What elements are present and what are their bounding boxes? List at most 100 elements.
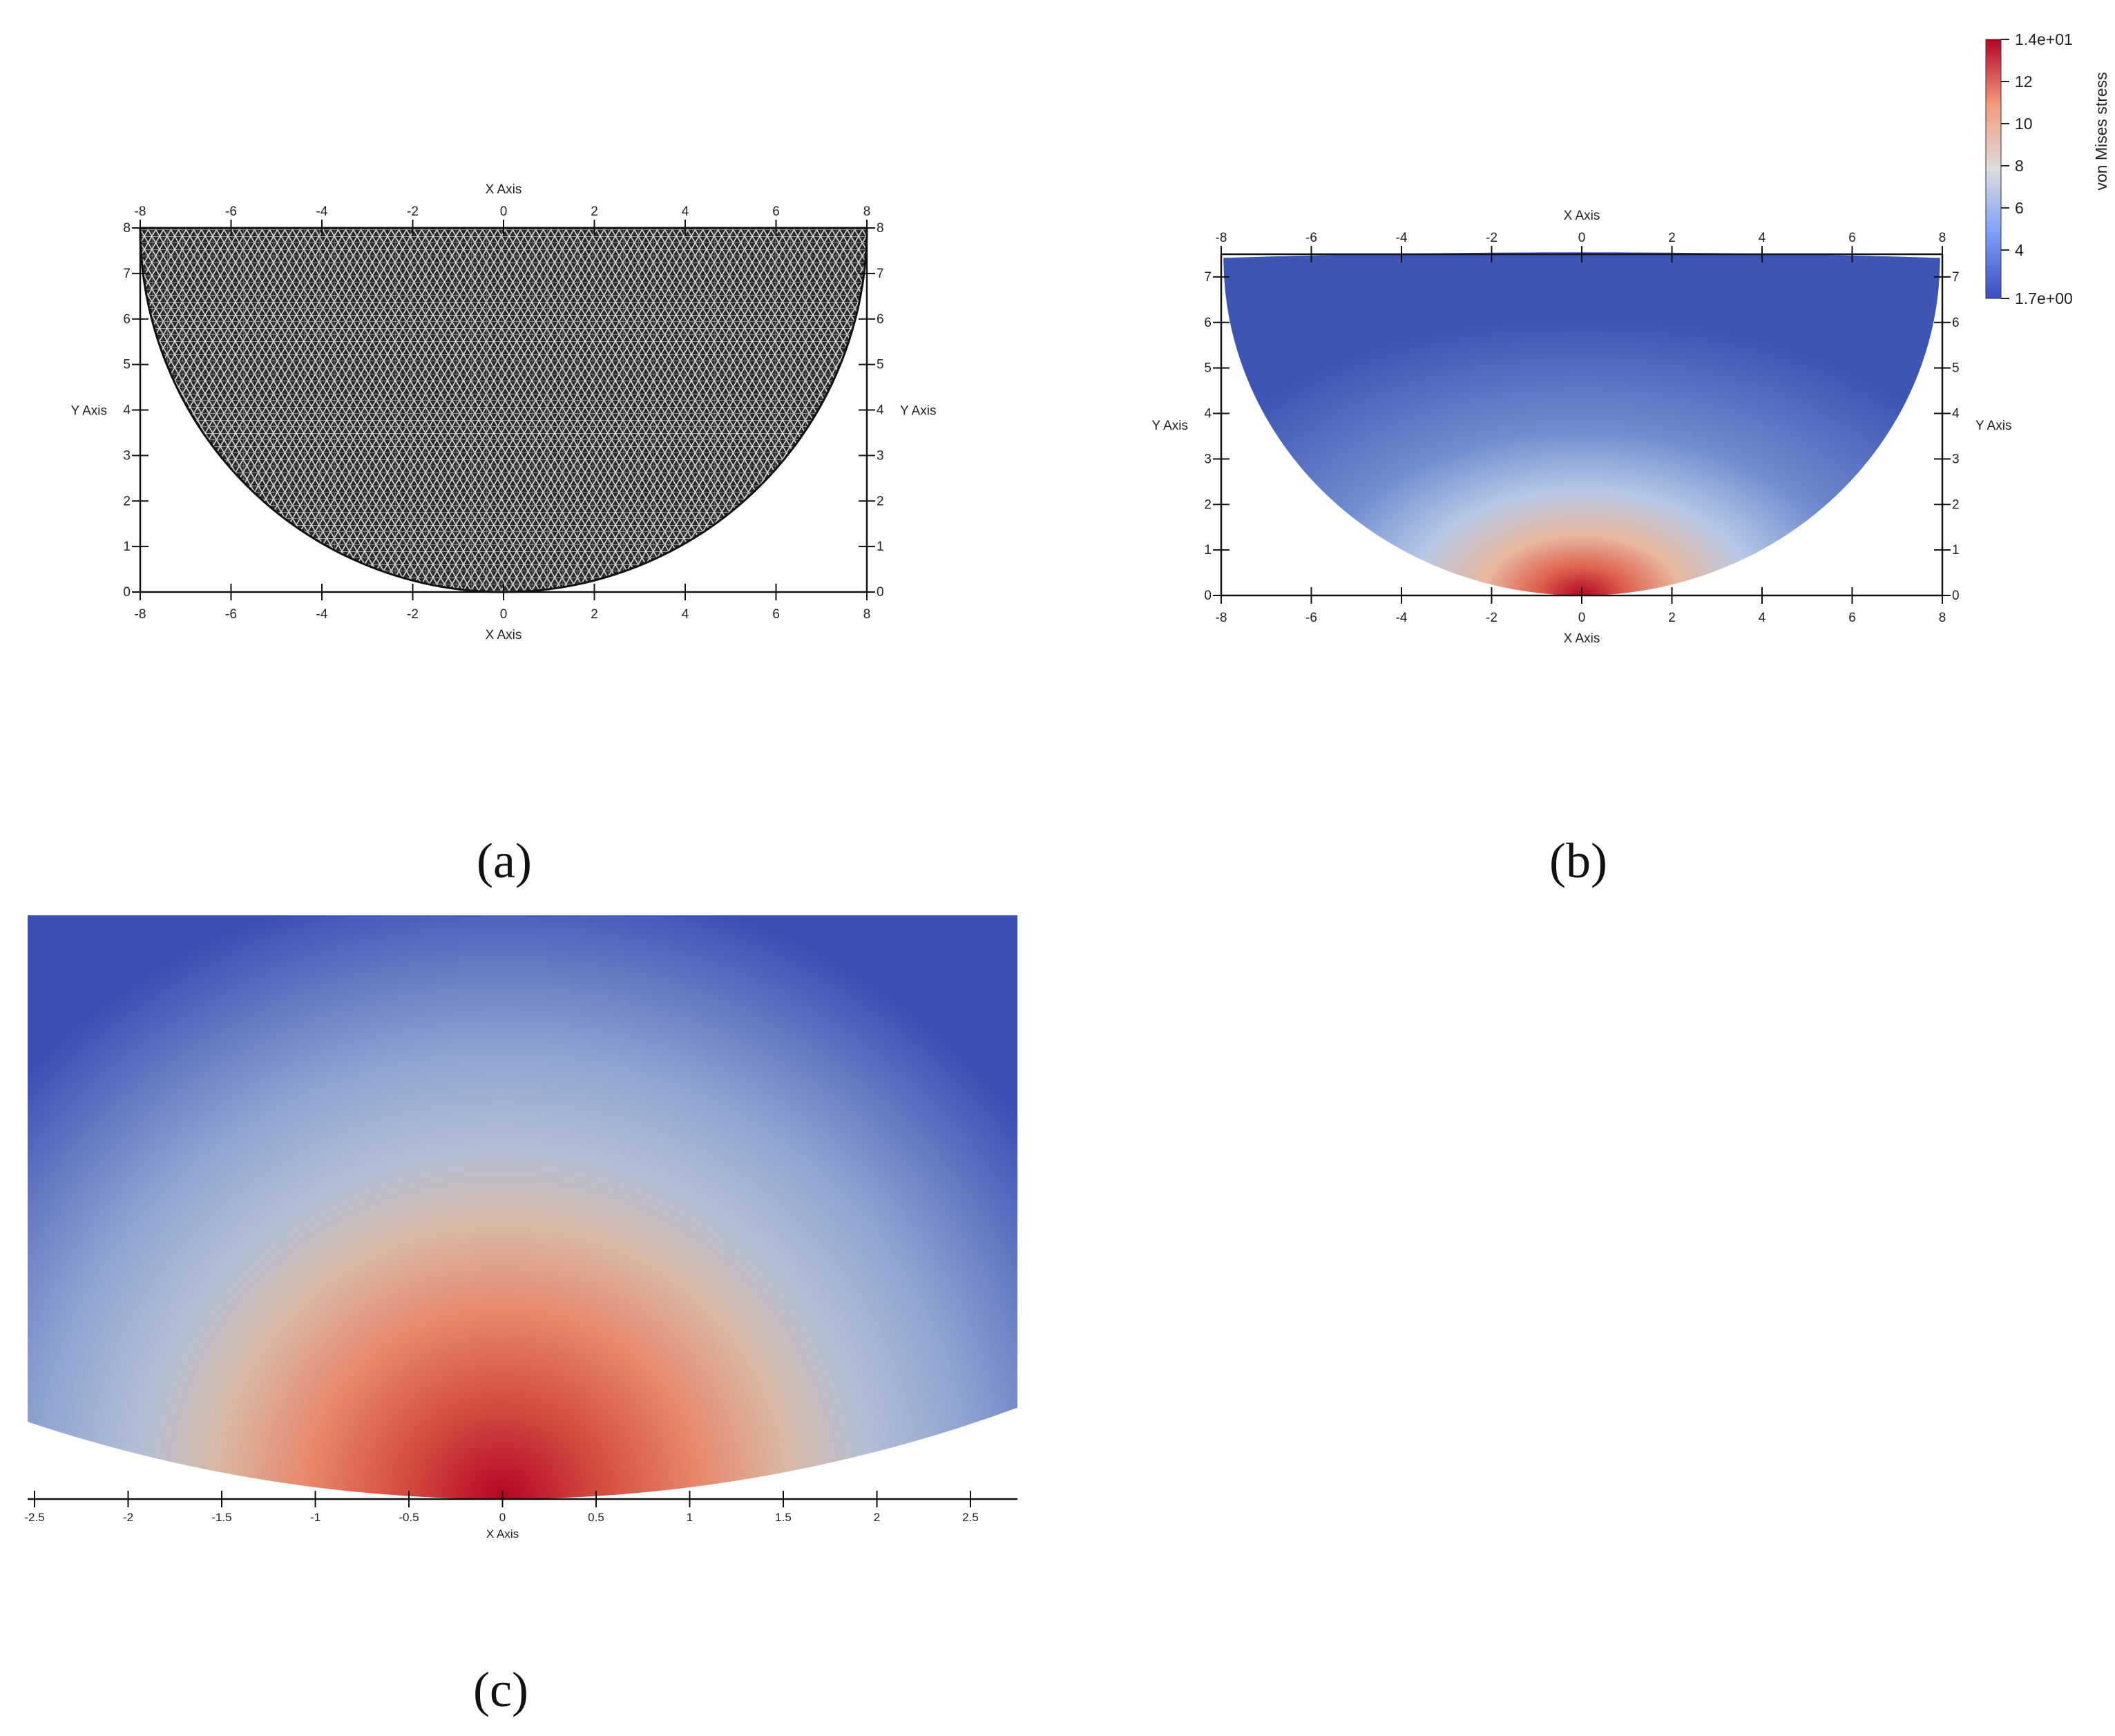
x-tick-label-top: -8 — [135, 204, 146, 219]
stress-field-c — [28, 915, 1017, 1499]
x-tick-label-bottom: 0 — [500, 607, 508, 622]
x-tick-label-bottom: 8 — [863, 607, 871, 622]
y-tick-label-right: 7 — [1952, 270, 1960, 285]
y-tick-label-left: 2 — [123, 494, 131, 508]
x-tick-label: -1 — [310, 1511, 320, 1524]
y-tick-label-left: 7 — [123, 267, 131, 281]
x-tick-label-top: 4 — [682, 204, 689, 219]
y-tick-label-left: 5 — [123, 358, 131, 372]
y-tick-label-left: 4 — [123, 403, 131, 418]
y-tick-label-left: 1 — [1204, 543, 1212, 557]
x-tick-label-top: -8 — [1216, 231, 1227, 245]
y-tick-label-right: 1 — [1952, 543, 1960, 557]
y-tick-label-left: 2 — [1204, 497, 1212, 512]
colorbar-gradient — [1985, 39, 2002, 299]
x-tick-label: 2.5 — [962, 1511, 979, 1524]
y-tick-label-left: 1 — [123, 540, 131, 554]
panel-c-zoom: -2.5 -2 -1.5 -1 -0.5 0 0.5 1 1.5 2 2.5 X Axis — [24, 915, 1017, 1541]
x-tick-label-top: 0 — [500, 204, 508, 219]
x-tick-label-bottom: 4 — [1759, 611, 1766, 625]
x-tick-label-bottom: -4 — [316, 607, 328, 622]
y-tick-label-left: 3 — [1204, 452, 1212, 466]
x-tick-label: -2 — [123, 1511, 133, 1524]
colorbar-max-label: 1.4e+01 — [2015, 30, 2073, 48]
x-tick-label-bottom: -6 — [1305, 611, 1317, 625]
y-tick-label-right: 6 — [1952, 316, 1960, 330]
x-tick-label: -0.5 — [399, 1511, 419, 1524]
x-tick-label-bottom: 2 — [1668, 611, 1676, 625]
x-tick-label: 0.5 — [588, 1511, 604, 1524]
colorbar-tick-label: 10 — [2015, 115, 2033, 133]
colorbar: 4 6 8 10 12 1.4e+01 1.7e+00 von Mises stress — [1985, 30, 2110, 307]
y-axis-title-right: Y Axis — [900, 404, 936, 419]
x-axis-title: X Axis — [486, 1527, 519, 1541]
y-tick-label-right: 5 — [1952, 361, 1960, 376]
y-tick-label-right: 2 — [877, 494, 884, 508]
y-axis-title-right: Y Axis — [1975, 419, 2011, 433]
y-tick-label-left: 0 — [1204, 589, 1212, 603]
y-axis-title-left: Y Axis — [71, 404, 107, 419]
x-tick-label-top: -2 — [407, 204, 419, 219]
x-tick-label-top: 8 — [863, 204, 871, 219]
y-tick-label-left: 0 — [123, 585, 131, 600]
caption-a: (a) — [477, 833, 532, 888]
y-tick-label-right: 7 — [877, 267, 884, 281]
colorbar-tick-label: 6 — [2015, 199, 2024, 217]
y-tick-label-right: 0 — [877, 585, 884, 600]
x-axis-title-bottom: X Axis — [1564, 631, 1600, 646]
y-tick-label-right: 4 — [877, 403, 884, 418]
x-axis-title-bottom: X Axis — [486, 628, 522, 642]
caption-b: (b) — [1549, 833, 1607, 888]
y-tick-label-right: 6 — [877, 312, 884, 327]
x-tick-label-top: 0 — [1578, 231, 1586, 245]
x-tick-label-top: -2 — [1486, 231, 1497, 245]
x-axis-title-top: X Axis — [486, 182, 522, 197]
x-tick-label: -2.5 — [24, 1511, 44, 1524]
colorbar-tick-label: 4 — [2015, 241, 2024, 259]
x-tick-label: 1.5 — [775, 1511, 792, 1524]
x-tick-label-bottom: 6 — [1848, 611, 1856, 625]
y-tick-label-left: 4 — [1204, 407, 1212, 421]
y-tick-label-right: 8 — [877, 221, 884, 236]
x-tick-label-top: 6 — [772, 204, 780, 219]
x-tick-label-bottom: -8 — [1216, 611, 1227, 625]
x-tick-label: -1.5 — [211, 1511, 231, 1524]
caption-c: (c) — [473, 1662, 528, 1717]
y-tick-label-left: 7 — [1204, 270, 1212, 285]
colorbar-min-label: 1.7e+00 — [2015, 289, 2073, 307]
x-tick-label-bottom: -8 — [135, 607, 146, 622]
y-tick-label-right: 4 — [1952, 407, 1960, 421]
x-tick-label-top: -4 — [316, 204, 328, 219]
y-tick-label-right: 3 — [1952, 452, 1960, 466]
colorbar-title: von Mises stress — [2092, 72, 2110, 190]
x-tick-label-bottom: -6 — [225, 607, 237, 622]
y-tick-label-left: 5 — [1204, 361, 1212, 376]
x-tick-label-bottom: -2 — [1486, 611, 1497, 625]
x-tick-label-bottom: -4 — [1396, 611, 1408, 625]
x-tick-label-top: -6 — [225, 204, 237, 219]
x-tick-label-bottom: -2 — [407, 607, 419, 622]
x-tick-label-top: -6 — [1305, 231, 1317, 245]
x-axis-title-top: X Axis — [1564, 209, 1600, 223]
x-tick-label-top: 8 — [1939, 231, 1946, 245]
stress-field-b — [1223, 252, 1940, 596]
x-tick-label-top: -4 — [1396, 231, 1408, 245]
y-tick-label-left: 6 — [1204, 316, 1212, 330]
colorbar-ticks: 4 6 8 10 12 1.4e+01 1.7e+00 — [2001, 30, 2073, 307]
y-tick-label-right: 5 — [877, 358, 884, 372]
x-tick-label: 0 — [499, 1511, 506, 1524]
x-tick-label-top: 4 — [1759, 231, 1766, 245]
x-tick-label: 1 — [687, 1511, 693, 1524]
colorbar-tick-label: 12 — [2015, 73, 2033, 90]
x-tick-label-top: 2 — [591, 204, 598, 219]
x-tick-label-top: 6 — [1848, 231, 1856, 245]
colorbar-tick-label: 8 — [2015, 157, 2024, 175]
y-axis-title-left: Y Axis — [1152, 419, 1188, 433]
x-tick-label-bottom: 2 — [591, 607, 598, 622]
y-tick-label-right: 2 — [1952, 497, 1960, 512]
y-tick-label-left: 3 — [123, 448, 131, 463]
